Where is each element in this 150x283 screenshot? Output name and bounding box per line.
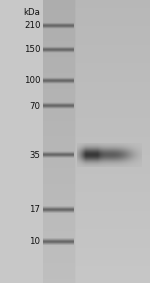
Text: 10: 10 (30, 237, 40, 246)
Text: 100: 100 (24, 76, 40, 85)
Text: kDa: kDa (24, 8, 40, 18)
Text: 35: 35 (30, 151, 40, 160)
Text: 17: 17 (30, 205, 40, 214)
Text: 70: 70 (30, 102, 40, 111)
Text: 150: 150 (24, 45, 40, 54)
Text: 210: 210 (24, 21, 40, 30)
